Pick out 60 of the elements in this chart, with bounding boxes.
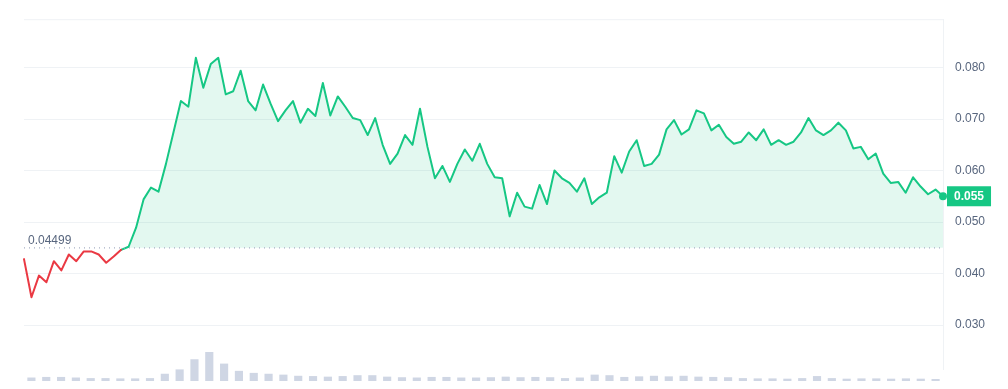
bar (116, 378, 125, 381)
bar (605, 375, 614, 381)
bar (486, 377, 495, 381)
bar (872, 378, 881, 381)
bar (827, 378, 836, 381)
bar (442, 376, 451, 381)
bar (190, 359, 199, 381)
bar (560, 378, 570, 381)
y-tick-label: 0.040 (955, 265, 986, 280)
y-tick-label: 0.030 (955, 317, 986, 332)
bar (753, 378, 762, 381)
bar (664, 376, 673, 381)
bar (383, 376, 392, 381)
bar (427, 376, 436, 381)
bar (101, 378, 110, 381)
bar (160, 373, 169, 381)
bar (145, 378, 155, 381)
bar (86, 378, 95, 381)
bar (531, 376, 540, 381)
bar (56, 376, 66, 381)
bar (205, 352, 214, 381)
bar (590, 374, 599, 381)
bar (308, 376, 318, 381)
bar (620, 376, 629, 381)
bar (901, 378, 911, 381)
bar (353, 375, 362, 381)
bar (249, 372, 258, 381)
bar (738, 378, 747, 381)
bar (768, 378, 777, 381)
bar (338, 376, 347, 381)
bar (649, 375, 659, 381)
bar (131, 378, 140, 381)
ref-line-label: 0.04499 (28, 233, 72, 248)
bar (679, 375, 688, 381)
bar (42, 376, 51, 381)
bar (709, 376, 718, 381)
bar (812, 376, 822, 381)
bar (798, 378, 807, 381)
bar (857, 378, 866, 381)
bar (931, 378, 940, 381)
bar (175, 369, 184, 381)
bar (724, 377, 733, 381)
bar (635, 376, 644, 381)
bar (234, 370, 243, 381)
bar (546, 377, 555, 381)
bar (516, 377, 525, 381)
bar (368, 375, 377, 381)
bar (264, 373, 273, 381)
y-tick-label: 0.080 (955, 59, 986, 74)
bar (323, 376, 332, 381)
y-tick-label: 0.070 (955, 111, 986, 126)
bar (501, 376, 510, 381)
text: 0.055 (954, 188, 985, 203)
bar (220, 363, 229, 381)
bar (397, 377, 407, 381)
bar (279, 374, 288, 381)
y-tick-label: 0.050 (955, 214, 986, 229)
bar (694, 376, 703, 381)
y-tick-label: 0.060 (955, 162, 986, 177)
bar (294, 375, 303, 381)
